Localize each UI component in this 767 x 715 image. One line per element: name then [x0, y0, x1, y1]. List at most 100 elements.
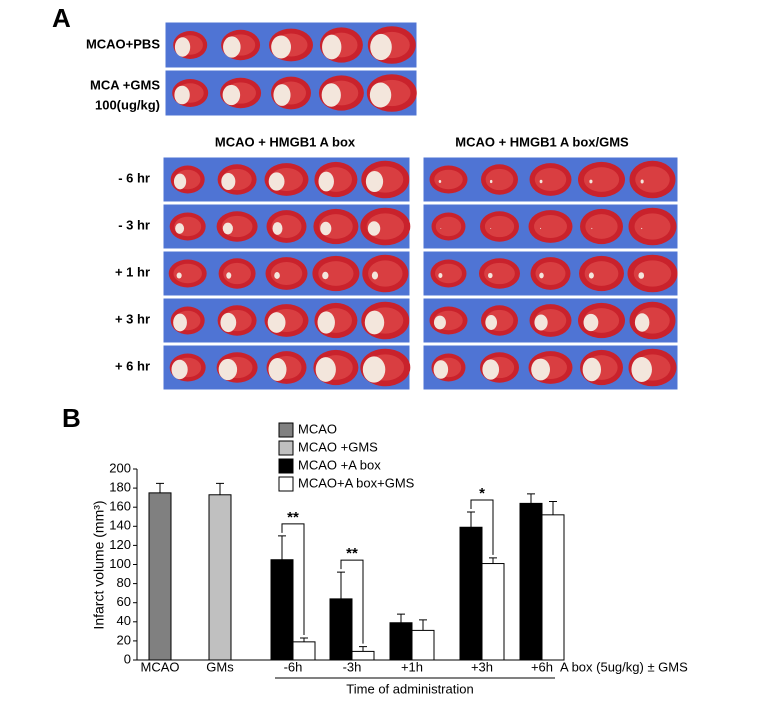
y-tick-label: 20	[117, 632, 131, 647]
infarct	[433, 315, 446, 330]
bar	[459, 526, 483, 661]
infarct	[174, 37, 191, 57]
infarct	[175, 223, 185, 234]
column-header: MCAO + HMGB1 A box/GMS	[455, 134, 629, 149]
infarct	[634, 313, 650, 332]
panel-label: A	[52, 3, 71, 33]
bar	[351, 650, 375, 661]
brain-tissue	[485, 168, 514, 191]
x-tick-label: +6h	[531, 659, 553, 674]
infarct	[315, 357, 336, 382]
infarct	[321, 83, 341, 107]
x-tick-label: MCAO	[141, 659, 180, 674]
error-bar	[467, 511, 475, 528]
bar	[329, 598, 353, 661]
infarct	[365, 170, 384, 193]
brain-tissue	[535, 262, 566, 285]
brain-tissue	[368, 260, 403, 287]
legend-swatch	[278, 458, 294, 474]
brain-tissue	[634, 213, 671, 240]
y-tick-label: 180	[109, 480, 131, 495]
infarct	[226, 272, 232, 279]
infarct	[591, 227, 593, 230]
infarct	[218, 358, 238, 381]
row-label: MCAO+PBS	[86, 36, 160, 51]
significance-bracket	[281, 523, 305, 636]
infarct	[322, 271, 329, 280]
brain-tissue	[270, 262, 303, 285]
infarct	[317, 311, 335, 334]
error-bar	[419, 619, 427, 631]
infarct	[489, 179, 493, 184]
error-bar	[156, 482, 164, 493]
brain-tissue	[223, 262, 251, 285]
row-label: + 3 hr	[115, 311, 150, 326]
infarct	[271, 35, 291, 59]
error-bar	[278, 535, 286, 560]
infarct	[631, 356, 652, 383]
infarct	[534, 314, 548, 331]
infarct	[223, 36, 241, 58]
bar	[519, 502, 543, 661]
y-axis-label: Infarct volume (mm³)	[91, 500, 107, 629]
bar	[292, 641, 316, 661]
infarct	[370, 33, 392, 61]
y-tick-label: 0	[124, 651, 131, 666]
infarct	[369, 82, 392, 108]
y-tick-label: 120	[109, 537, 131, 552]
infarct	[367, 221, 381, 236]
panel-label: B	[62, 403, 81, 433]
infarct	[588, 272, 594, 279]
infarct	[582, 357, 602, 382]
significance-bracket	[470, 499, 494, 555]
bar	[208, 494, 232, 661]
infarct	[371, 271, 379, 280]
infarct	[640, 179, 644, 184]
infarct	[539, 272, 544, 279]
brain-tissue	[585, 214, 618, 239]
infarct	[539, 179, 543, 184]
bar	[148, 492, 172, 661]
infarct	[487, 272, 493, 279]
significance-label: *	[479, 485, 485, 502]
legend-label: MCAO	[298, 421, 337, 436]
bar	[541, 514, 565, 661]
brain-tissue	[318, 261, 354, 286]
infarct	[322, 34, 342, 60]
error-bar	[337, 571, 345, 599]
infarct	[440, 228, 442, 229]
x-tick-label: -3h	[343, 659, 362, 674]
x-tick-label: +3h	[471, 659, 493, 674]
infarct	[589, 179, 593, 184]
infarct	[362, 356, 386, 383]
row-label: MCA +GMS	[90, 77, 160, 92]
brain-tissue	[434, 169, 463, 190]
infarct	[531, 358, 551, 381]
bar	[411, 629, 435, 661]
infarct	[482, 359, 500, 380]
brain-tissue	[484, 262, 515, 285]
infarct	[272, 222, 283, 235]
brain-tissue	[484, 215, 515, 238]
legend-label: MCAO+A box+GMS	[298, 475, 415, 490]
legend-label: MCAO +A box	[298, 457, 381, 472]
y-tick-label: 40	[117, 613, 131, 628]
legend-swatch	[278, 440, 294, 456]
x-tick-label: GMs	[206, 659, 234, 674]
infarct	[176, 272, 182, 279]
x-tick-label: -6h	[284, 659, 303, 674]
error-bar	[549, 500, 557, 515]
brain-tissue	[534, 215, 567, 238]
brain-tissue	[435, 263, 462, 284]
infarct	[318, 171, 334, 192]
infarct	[638, 272, 645, 279]
y-tick-label: 100	[109, 556, 131, 571]
x-axis-label: Time of administration	[346, 681, 473, 696]
brain-tissue	[173, 263, 202, 284]
row-label: - 3 hr	[118, 217, 150, 232]
brain-tissue	[534, 168, 567, 191]
error-bar	[300, 637, 308, 642]
row-label: 100(ug/kg)	[95, 97, 160, 112]
